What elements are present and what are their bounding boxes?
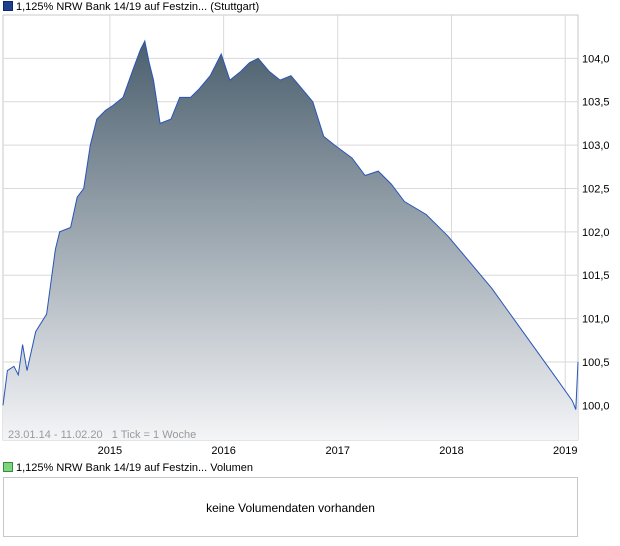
y-tick-label: 103,5 xyxy=(582,97,610,109)
price-chart: 23.01.14 - 11.02.20 1 Tick = 1 Woche 201… xyxy=(2,14,610,457)
volume-series-swatch xyxy=(3,462,13,472)
y-tick-label: 102,0 xyxy=(582,227,610,239)
volume-legend-label: 1,125% NRW Bank 14/19 auf Festzin... Vol… xyxy=(16,462,254,474)
no-volume-message: keine Volumendaten vorhanden xyxy=(206,501,375,515)
x-tick-label: 2016 xyxy=(211,445,235,457)
volume-legend: 1,125% NRW Bank 14/19 auf Festzin... Vol… xyxy=(3,462,253,475)
y-tick-label: 101,5 xyxy=(582,270,610,282)
y-axis-ticks: 100,0 100,5 101,0 101,5 102,0 102,5 103,0 103,5… xyxy=(582,53,610,412)
price-legend: 1,125% NRW Bank 14/19 auf Festzin... (St… xyxy=(3,1,259,14)
y-tick-label: 104,0 xyxy=(582,53,610,65)
y-tick-label: 103,0 xyxy=(582,140,610,152)
x-tick-label: 2019 xyxy=(553,445,577,457)
time-range-label: 23.01.14 - 11.02.20 1 Tick = 1 Woche xyxy=(8,429,196,441)
x-axis-ticks: 2015 2016 2017 2018 2019 xyxy=(98,445,578,457)
price-line xyxy=(2,39,579,410)
x-tick-label: 2018 xyxy=(439,445,463,457)
price-area xyxy=(3,41,578,440)
x-tick-label: 2017 xyxy=(325,445,349,457)
y-tick-label: 101,0 xyxy=(582,314,610,326)
x-tick-label: 2015 xyxy=(98,445,122,457)
volume-panel: keine Volumendaten vorhanden xyxy=(3,477,578,537)
y-tick-label: 102,5 xyxy=(582,183,610,195)
price-legend-label: 1,125% NRW Bank 14/19 auf Festzin... (St… xyxy=(16,1,260,13)
y-tick-label: 100,5 xyxy=(582,357,610,369)
price-series-swatch xyxy=(3,1,13,11)
y-tick-label: 100,0 xyxy=(582,400,610,412)
